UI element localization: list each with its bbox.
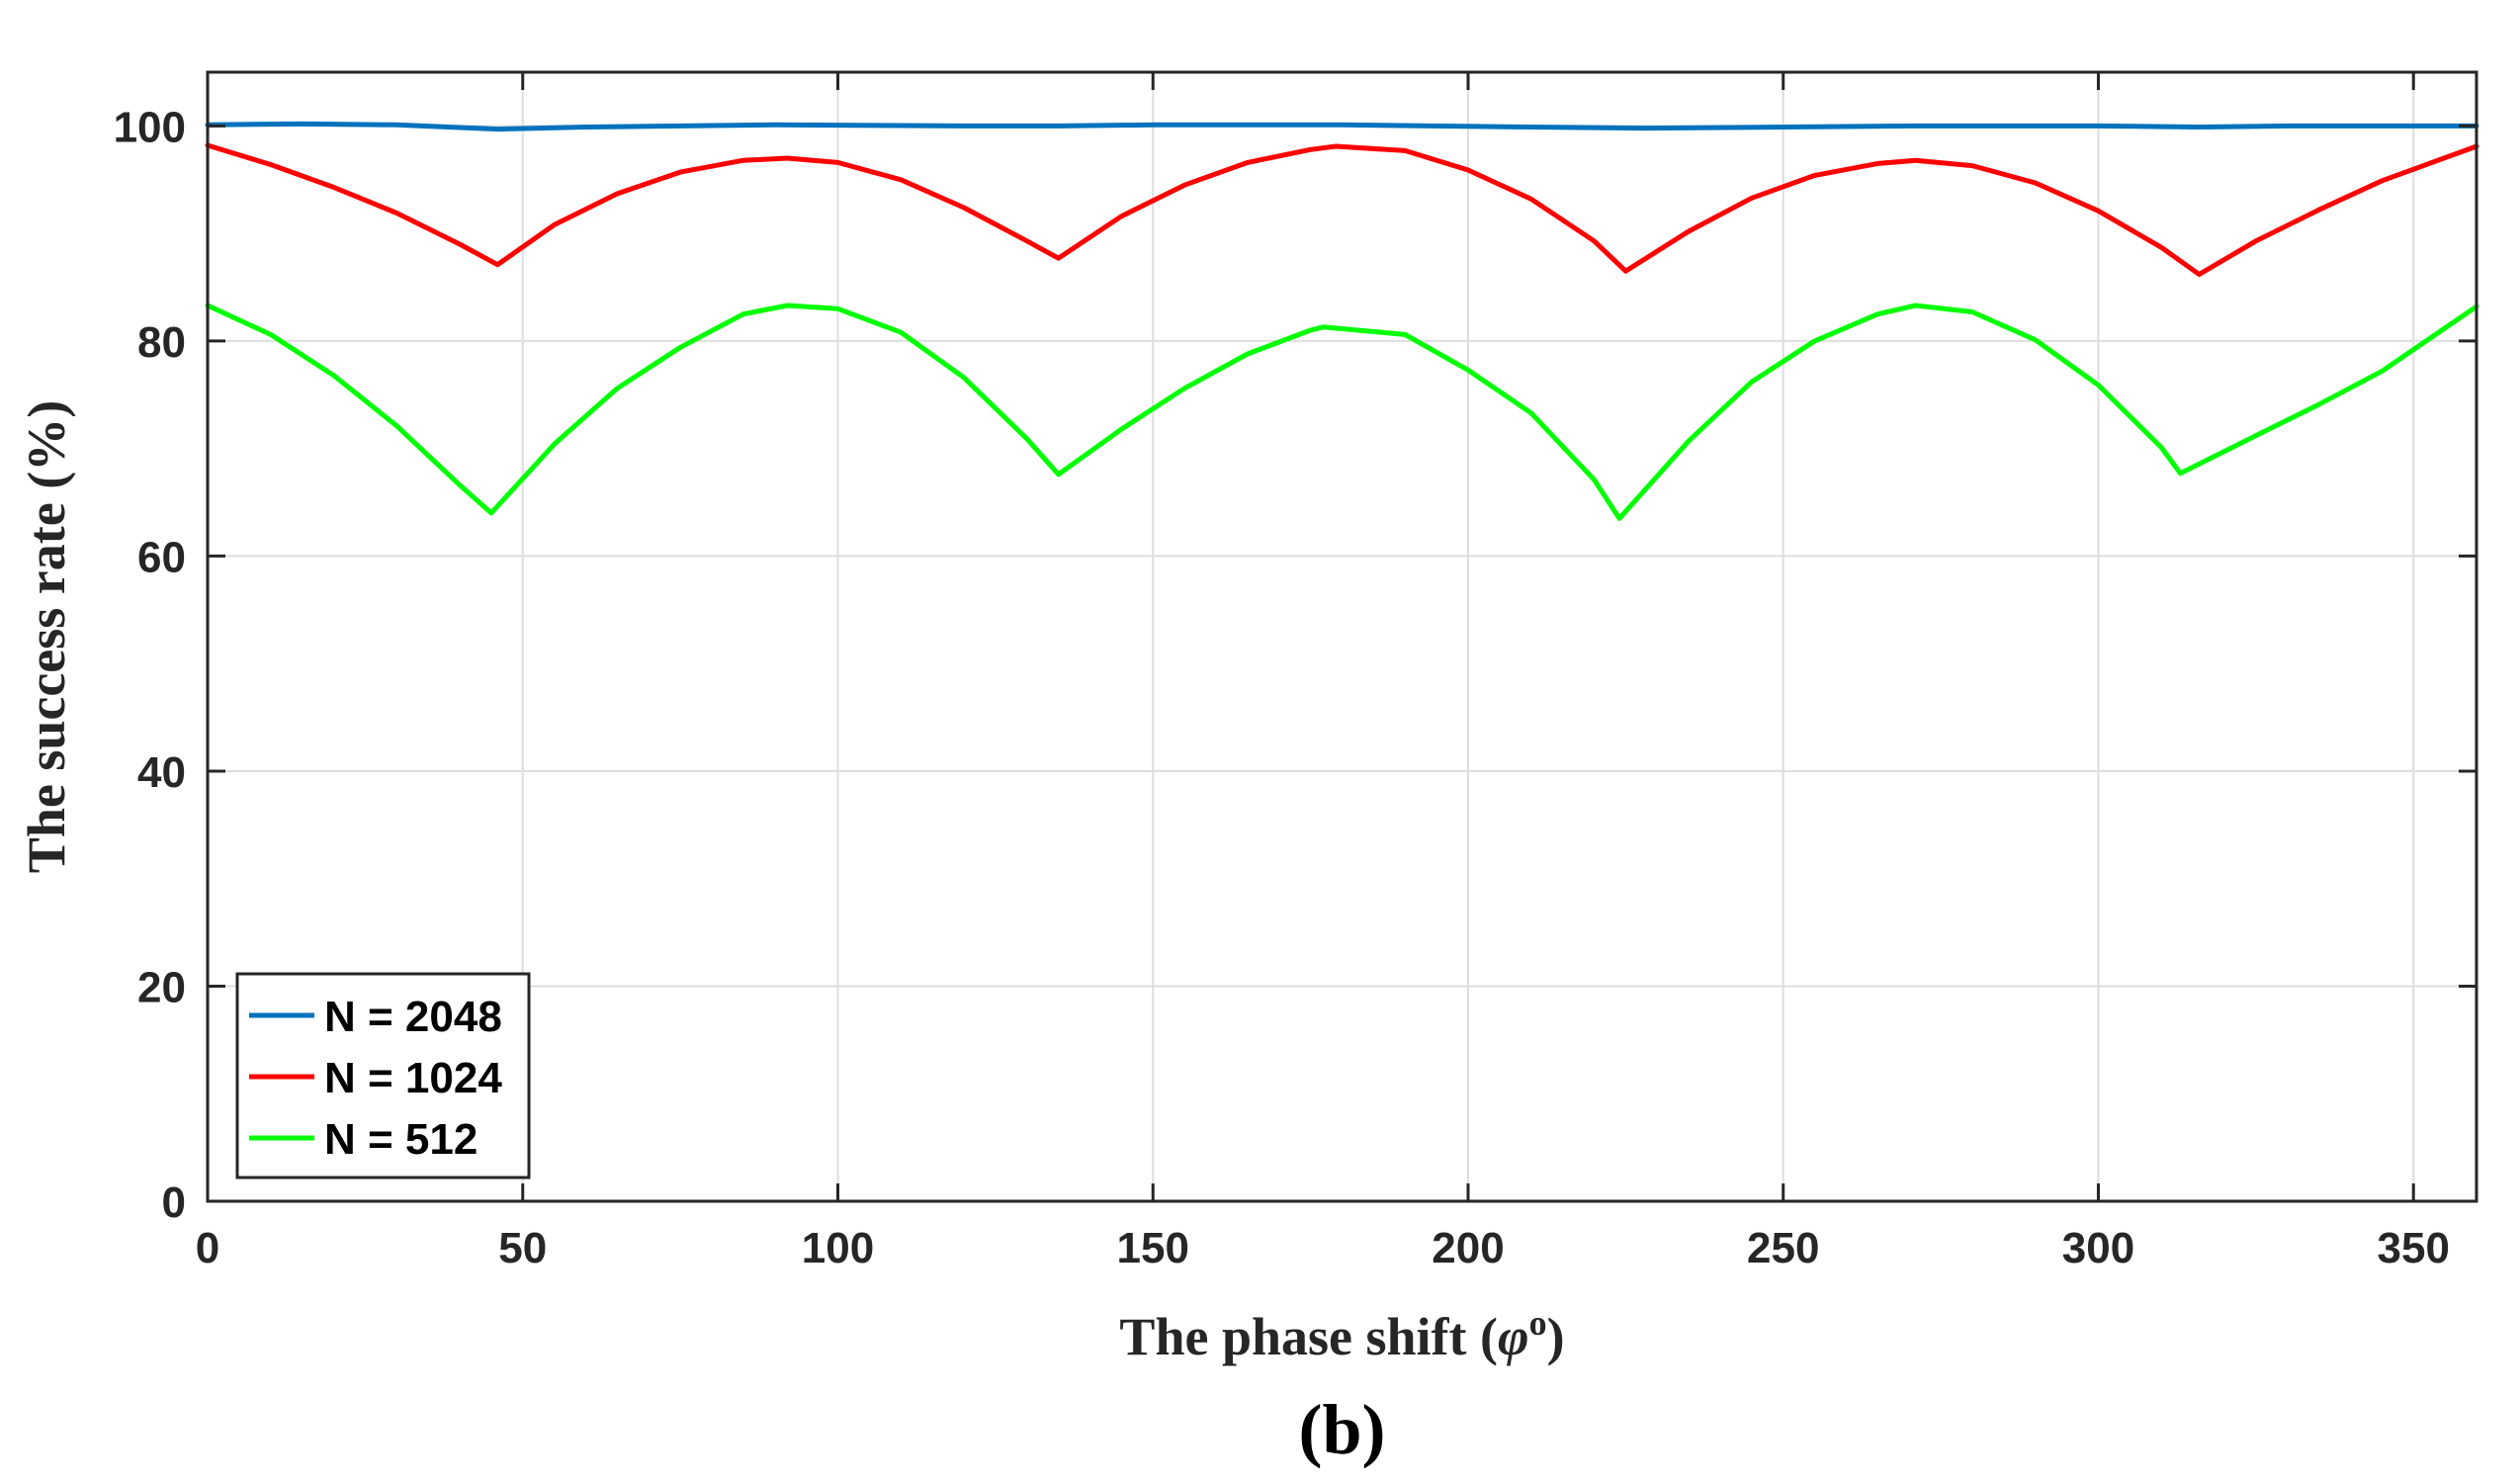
x-tick-label: 50 <box>498 1224 547 1272</box>
series-line-2 <box>205 142 2479 277</box>
legend: N = 2048 N = 1024 N = 512 <box>235 972 531 1179</box>
x-tick-label: 100 <box>802 1224 874 1272</box>
axis-ticks <box>206 72 2476 1203</box>
x-axis-title-symbol: φ <box>1498 1307 1529 1366</box>
series-lines <box>205 121 2479 521</box>
plot-frame <box>206 70 2478 1203</box>
x-tick-label: 350 <box>2378 1224 2450 1272</box>
legend-entry-label: N = 1024 <box>324 1054 502 1102</box>
series-line-1 <box>205 121 2479 132</box>
y-tick-labels: 0 20 40 60 80 100 <box>114 103 186 1227</box>
y-axis-title: The success rate (%) <box>17 400 76 873</box>
y-tick-label: 0 <box>162 1178 186 1227</box>
x-tick-label: 200 <box>1432 1224 1504 1272</box>
legend-entry-label: N = 512 <box>324 1115 478 1164</box>
x-tick-label: 300 <box>2062 1224 2134 1272</box>
y-tick-label: 60 <box>137 533 186 581</box>
x-axis-title: The phase shift (φo) <box>1119 1303 1564 1366</box>
series-line-3 <box>205 303 2479 521</box>
x-tick-label: 0 <box>196 1224 219 1272</box>
y-tick-label: 20 <box>137 963 186 1011</box>
x-axis-title-superscript: o <box>1529 1303 1547 1343</box>
x-axis-title-suffix: ) <box>1547 1307 1565 1366</box>
x-tick-label: 150 <box>1117 1224 1189 1272</box>
legend-entry-label: N = 2048 <box>324 993 502 1041</box>
y-tick-label: 100 <box>114 103 186 151</box>
x-tick-label: 250 <box>1747 1224 1819 1272</box>
x-axis-title-prefix: The phase shift ( <box>1119 1307 1498 1366</box>
y-tick-label: 80 <box>137 318 186 367</box>
plot-area <box>208 72 2476 1201</box>
y-tick-label: 40 <box>137 748 186 797</box>
x-tick-labels: 0 50 100 150 200 250 300 350 <box>196 1224 2450 1272</box>
figure-caption: (b) <box>1299 1390 1386 1469</box>
